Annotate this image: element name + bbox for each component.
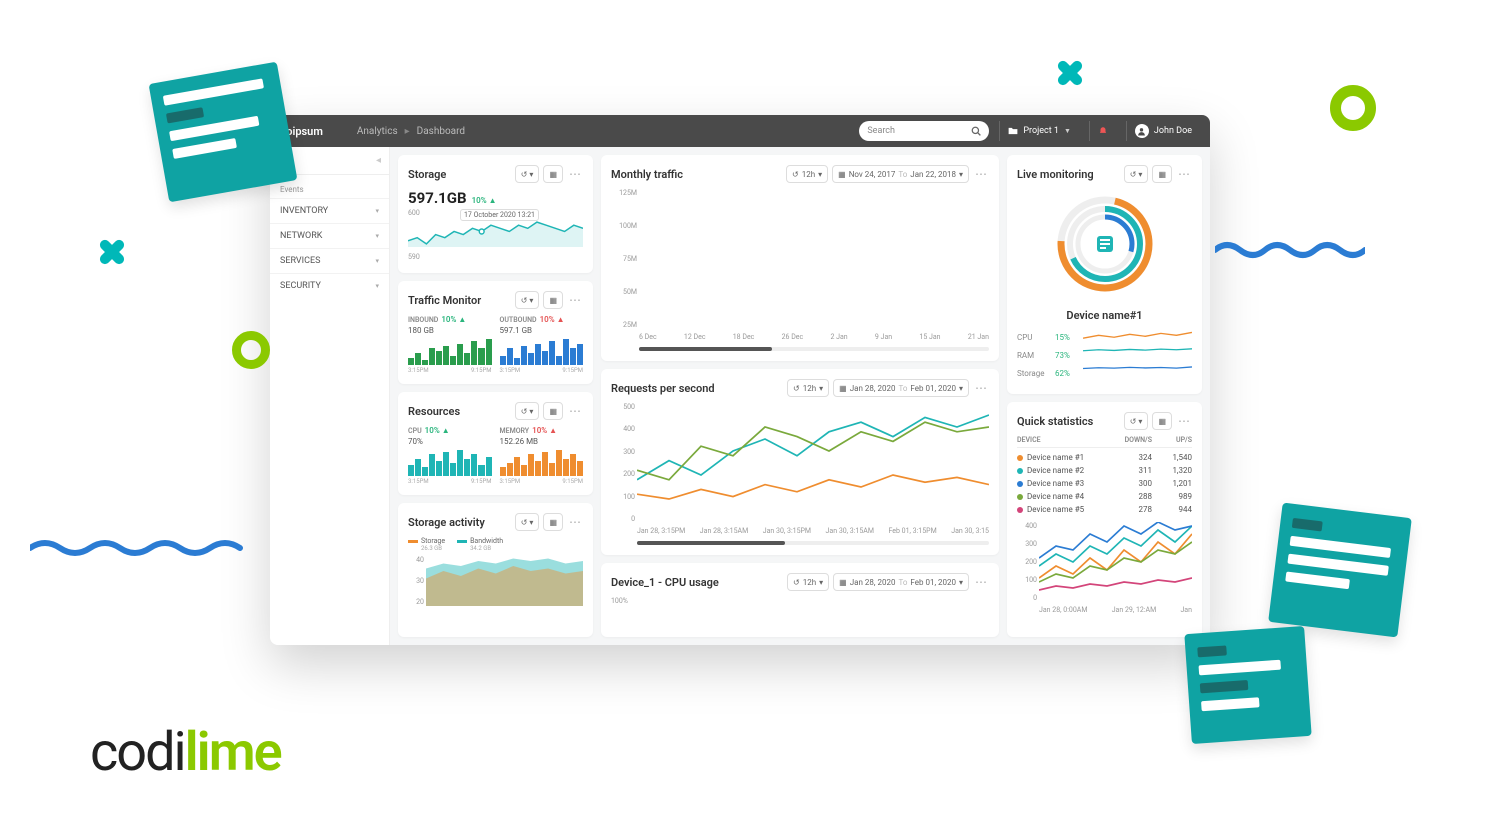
tooltip: 17 October 2020 13:21: [460, 209, 539, 221]
bell-icon: [1098, 126, 1108, 136]
date-range-button[interactable]: ▦ Nov 24, 2017 To Jan 22, 2018 ▾: [832, 165, 969, 183]
metric-ram: RAM73%: [1017, 348, 1192, 362]
notifications-button[interactable]: [1089, 121, 1116, 141]
card-live-monitoring: Live monitoring ↺ ▾▦⋯: [1007, 155, 1202, 394]
more-icon[interactable]: ⋯: [567, 167, 583, 181]
storage-title: Storage: [408, 168, 515, 181]
metric-storage: Storage62%: [1017, 366, 1192, 380]
project-selector[interactable]: Project 1▼: [999, 121, 1079, 141]
horizontal-scrollbar[interactable]: [637, 541, 989, 545]
sidebar: ◂ Events INVENTORY▾NETWORK▾SERVICES▾SECU…: [270, 147, 390, 645]
card-traffic-monitor: Traffic Monitor ↺ ▾▦⋯ INBOUND10% ▲ 180 G…: [398, 281, 593, 384]
card-storage-activity: Storage activity ↺ ▾▦⋯ Storage26.3 GBBan…: [398, 503, 593, 637]
avatar: [1135, 124, 1149, 138]
card-monthly-traffic: Monthly traffic ↺ 12h ▾ ▦ Nov 24, 2017 T…: [601, 155, 999, 361]
table-row[interactable]: Device name #5278944: [1017, 503, 1192, 516]
table-row[interactable]: Device name #13241,540: [1017, 451, 1192, 464]
metric-cpu: CPU15%: [1017, 330, 1192, 344]
breadcrumb-analytics[interactable]: Analytics: [357, 126, 398, 137]
table-row[interactable]: Device name #33001,201: [1017, 477, 1192, 490]
table-row[interactable]: Device name #23111,320: [1017, 464, 1192, 477]
user-menu[interactable]: John Doe: [1126, 121, 1200, 141]
calendar-button[interactable]: ▦: [543, 165, 563, 183]
range-short-button[interactable]: ↺ 12h ▾: [786, 165, 828, 183]
folder-icon: [1008, 126, 1018, 136]
history-button[interactable]: ↺ ▾: [515, 165, 540, 183]
codilime-logo: codilime: [90, 721, 281, 784]
topbar: goipsum Analytics ▸ Dashboard Search Pro…: [270, 115, 1210, 147]
donut-chart: [1050, 189, 1160, 299]
search-input[interactable]: Search: [859, 121, 989, 141]
sidebar-item-security[interactable]: SECURITY▾: [270, 273, 389, 298]
card-requests: Requests per second ↺ 12h ▾ ▦ Jan 28, 20…: [601, 369, 999, 555]
sidebar-item-services[interactable]: SERVICES▾: [270, 248, 389, 273]
content: Storage ↺ ▾ ▦ ⋯ 597.1GB10% ▲ 600 17 Octo…: [390, 147, 1210, 645]
card-device-cpu: Device_1 - CPU usage ↺ 12h ▾ ▦ Jan 28, 2…: [601, 563, 999, 637]
card-resources: Resources ↺ ▾▦⋯ CPU10% ▲ 70% 3:15PM9:15P…: [398, 392, 593, 495]
sidebar-item-inventory[interactable]: INVENTORY▾: [270, 198, 389, 223]
breadcrumb-dashboard[interactable]: Dashboard: [417, 126, 465, 137]
sidebar-item-network[interactable]: NETWORK▾: [270, 223, 389, 248]
dashboard-window: goipsum Analytics ▸ Dashboard Search Pro…: [270, 115, 1210, 645]
table-row[interactable]: Device name #4288989: [1017, 490, 1192, 503]
card-quick-statistics: Quick statistics ↺ ▾▦⋯ DEVICEDOWN/SUP/S …: [1007, 402, 1202, 637]
horizontal-scrollbar[interactable]: [639, 347, 989, 351]
search-icon: [971, 126, 981, 136]
card-storage: Storage ↺ ▾ ▦ ⋯ 597.1GB10% ▲ 600 17 Octo…: [398, 155, 593, 273]
